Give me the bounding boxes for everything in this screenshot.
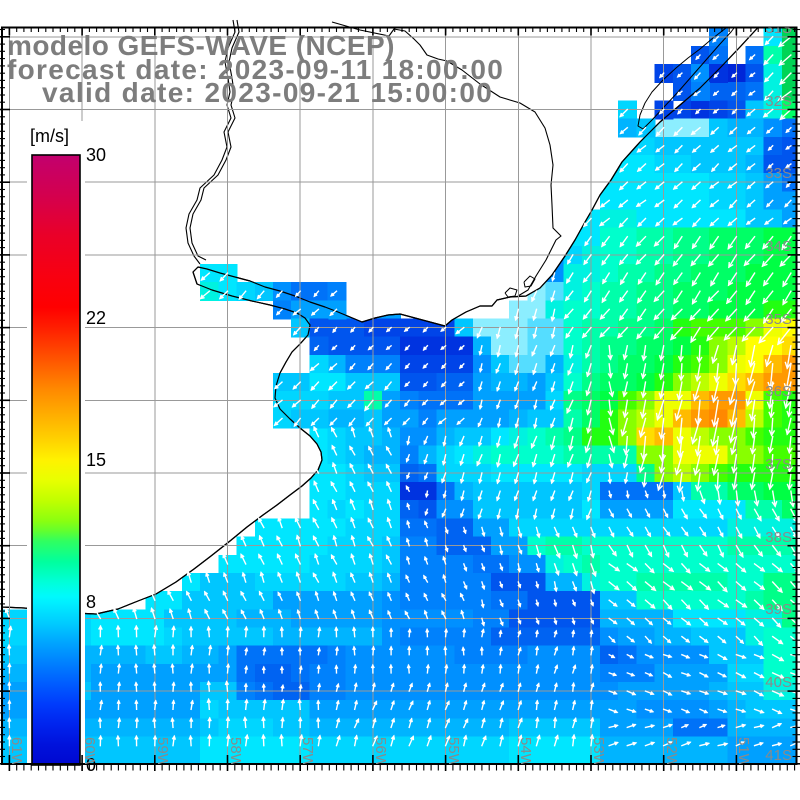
svg-text:53W: 53W	[590, 737, 607, 769]
svg-text:52W: 52W	[663, 737, 680, 769]
svg-text:forecast date: 2023-09-11 18:0: forecast date: 2023-09-11 18:00:00	[7, 54, 504, 85]
svg-text:15: 15	[86, 450, 106, 470]
svg-text:39S: 39S	[765, 601, 792, 618]
svg-text:36S: 36S	[765, 383, 792, 400]
svg-text:37S: 37S	[765, 456, 792, 473]
svg-text:31S: 31S	[765, 20, 792, 37]
svg-text:40S: 40S	[765, 674, 792, 691]
svg-text:33S: 33S	[765, 165, 792, 182]
svg-text:59W: 59W	[154, 737, 171, 769]
svg-text:56W: 56W	[372, 737, 389, 769]
svg-text:35S: 35S	[765, 311, 792, 328]
svg-text:22: 22	[86, 308, 106, 328]
svg-text:[m/s]: [m/s]	[30, 126, 69, 146]
svg-text:modelo GEFS-WAVE (NCEP): modelo GEFS-WAVE (NCEP)	[7, 30, 395, 61]
svg-text:61W: 61W	[8, 737, 25, 769]
svg-text:58W: 58W	[227, 737, 244, 769]
svg-text:60W: 60W	[81, 737, 98, 769]
svg-text:38S: 38S	[765, 529, 792, 546]
svg-text:32S: 32S	[765, 93, 792, 110]
svg-text:valid date: 2023-09-21 15:00:0: valid date: 2023-09-21 15:00:00	[42, 77, 493, 108]
svg-text:55W: 55W	[445, 737, 462, 769]
svg-text:8: 8	[86, 592, 96, 612]
svg-text:54W: 54W	[517, 737, 534, 769]
svg-text:34S: 34S	[765, 238, 792, 255]
svg-text:57W: 57W	[299, 737, 316, 769]
svg-text:51W: 51W	[735, 737, 752, 769]
svg-text:41S: 41S	[765, 747, 792, 764]
svg-text:30: 30	[86, 145, 106, 165]
